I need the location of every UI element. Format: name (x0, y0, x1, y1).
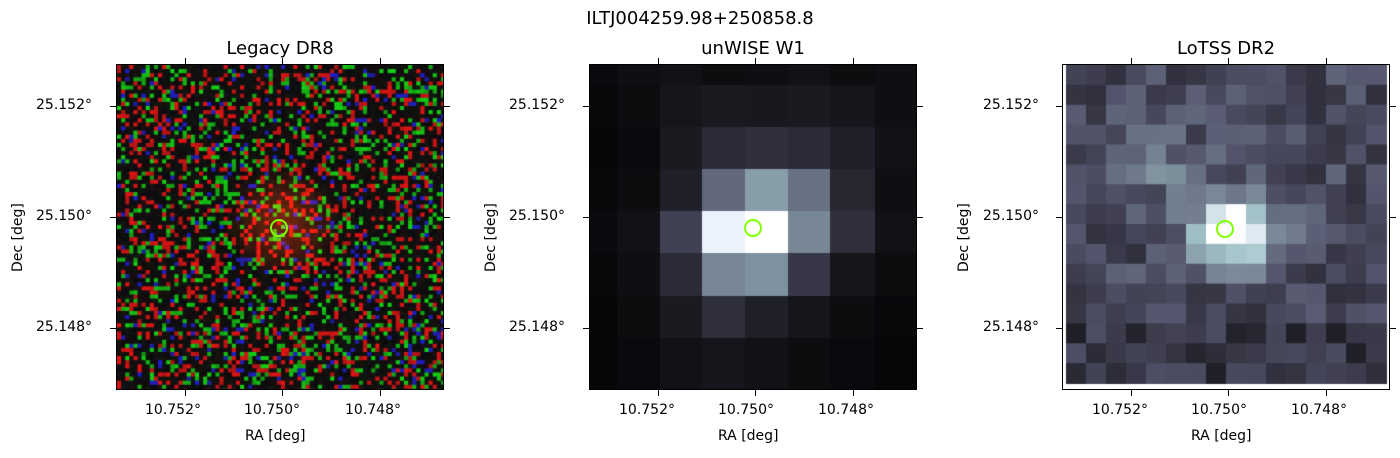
x-tick-mark (853, 390, 854, 396)
y-tick-mark (444, 328, 450, 329)
x-tick-mark (755, 390, 756, 396)
panel-title-lotss: LoTSS DR2 (1176, 38, 1276, 59)
x-tick-mark (755, 58, 756, 64)
xtick-label: 10.750° (718, 402, 774, 418)
ytick-label: 25.148° (983, 319, 1039, 335)
image-lotss-dr2 (1062, 64, 1390, 390)
ytick-label: 25.150° (36, 208, 92, 224)
y-tick-mark (1390, 328, 1396, 329)
x-tick-mark (1326, 58, 1327, 64)
x-tick-mark (185, 58, 186, 64)
ytick-label: 25.150° (509, 208, 565, 224)
y-tick-mark (110, 328, 116, 329)
y-tick-mark (1056, 217, 1062, 218)
ytick-label: 25.152° (983, 97, 1039, 113)
y-tick-mark (1056, 328, 1062, 329)
xtick-label: 10.750° (1191, 402, 1247, 418)
y-tick-mark (1056, 106, 1062, 107)
x-axis-label: RA [deg] (718, 428, 779, 444)
xtick-label: 10.748° (345, 402, 401, 418)
y-axis-label: Dec [deg] (483, 203, 499, 272)
x-tick-mark (1326, 390, 1327, 396)
source-marker-circle (270, 219, 288, 237)
image-unwise-w1 (589, 64, 917, 390)
x-axis-label: RA [deg] (245, 428, 306, 444)
y-axis-label: Dec [deg] (10, 203, 26, 272)
y-tick-mark (1390, 106, 1396, 107)
ytick-label: 25.152° (36, 97, 92, 113)
xtick-label: 10.752° (145, 402, 201, 418)
xtick-label: 10.748° (818, 402, 874, 418)
y-tick-mark (444, 217, 450, 218)
ytick-label: 25.148° (509, 319, 565, 335)
x-axis-label: RA [deg] (1191, 428, 1252, 444)
y-tick-mark (444, 106, 450, 107)
x-tick-mark (658, 58, 659, 64)
y-axis-label: Dec [deg] (956, 203, 972, 272)
xtick-label: 10.748° (1291, 402, 1347, 418)
source-marker-circle (744, 219, 762, 237)
panel-title-legacy: Legacy DR8 (226, 38, 334, 59)
xtick-label: 10.750° (244, 402, 300, 418)
x-tick-mark (853, 58, 854, 64)
x-tick-mark (282, 390, 283, 396)
x-tick-mark (282, 58, 283, 64)
ytick-label: 25.148° (36, 319, 92, 335)
ytick-label: 25.150° (983, 208, 1039, 224)
xtick-label: 10.752° (619, 402, 675, 418)
figure-title: ILTJ004259.98+250858.8 (586, 8, 814, 29)
y-tick-mark (583, 106, 589, 107)
x-tick-mark (658, 390, 659, 396)
x-tick-mark (1228, 58, 1229, 64)
panel-title-unwise: unWISE W1 (701, 38, 805, 59)
y-tick-mark (583, 328, 589, 329)
y-tick-mark (583, 217, 589, 218)
image-legacy-dr8 (116, 64, 444, 390)
x-tick-mark (1131, 390, 1132, 396)
y-tick-mark (917, 328, 923, 329)
xtick-label: 10.752° (1092, 402, 1148, 418)
x-tick-mark (185, 390, 186, 396)
source-marker-circle (1216, 220, 1234, 238)
x-tick-mark (380, 58, 381, 64)
x-tick-mark (1131, 58, 1132, 64)
y-tick-mark (110, 217, 116, 218)
y-tick-mark (110, 106, 116, 107)
x-tick-mark (380, 390, 381, 396)
x-tick-mark (1228, 390, 1229, 396)
ytick-label: 25.152° (509, 97, 565, 113)
y-tick-mark (1390, 217, 1396, 218)
y-tick-mark (917, 217, 923, 218)
y-tick-mark (917, 106, 923, 107)
